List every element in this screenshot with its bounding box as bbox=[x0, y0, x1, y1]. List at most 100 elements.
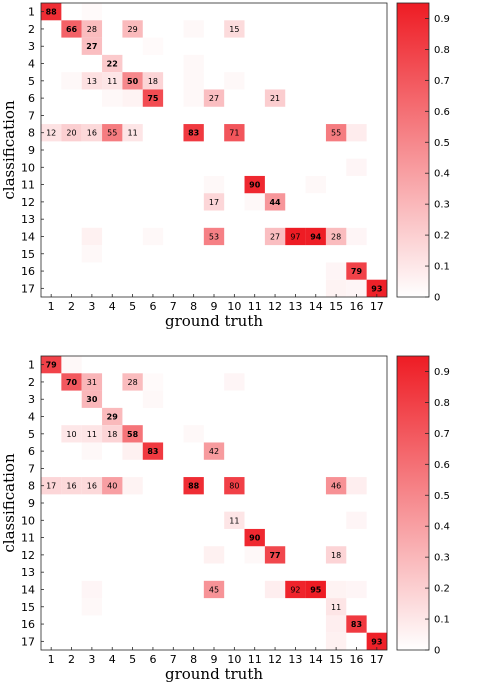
matrix-cell-faint bbox=[122, 477, 143, 495]
matrix-cell bbox=[102, 425, 123, 443]
matrix-cell bbox=[81, 124, 103, 142]
matrix-cell-faint bbox=[122, 442, 143, 460]
cell-value-label: 21 bbox=[270, 94, 280, 103]
x-tick-label: 16 bbox=[349, 300, 363, 313]
y-tick-label: 11 bbox=[21, 532, 35, 545]
cell-value-label: 90 bbox=[249, 181, 261, 190]
colorbar-tick-label: 0.3 bbox=[434, 200, 450, 211]
x-tick-label: 7 bbox=[170, 300, 177, 313]
x-axis-label: ground truth bbox=[165, 312, 263, 330]
y-tick-label: 3 bbox=[28, 393, 35, 406]
x-tick-label: 12 bbox=[268, 300, 282, 313]
matrix-cell-faint bbox=[81, 580, 103, 599]
y-tick-label: 8 bbox=[28, 480, 35, 493]
y-axis-label: classification bbox=[0, 100, 18, 200]
x-tick-label: 16 bbox=[349, 653, 363, 666]
cell-value-label: 18 bbox=[148, 77, 158, 86]
matrix-cell bbox=[285, 227, 306, 246]
matrix-cell bbox=[142, 442, 164, 460]
matrix-cell-faint bbox=[325, 615, 347, 633]
cell-value-label: 58 bbox=[127, 430, 139, 439]
x-tick-label: 15 bbox=[329, 300, 343, 313]
x-tick-label: 9 bbox=[211, 653, 218, 666]
colorbar-tick-label: 0.6 bbox=[434, 107, 450, 118]
matrix-cell-faint bbox=[346, 227, 367, 246]
colorbar-tick-label: 0.8 bbox=[434, 398, 450, 409]
y-tick-label: 9 bbox=[28, 497, 35, 510]
cell-value-label: 92 bbox=[290, 585, 300, 594]
matrix-cell bbox=[305, 580, 326, 599]
matrix-cell bbox=[102, 124, 123, 142]
matrix-cell-faint bbox=[183, 425, 204, 443]
cell-value-label: 93 bbox=[371, 637, 382, 646]
x-tick-label: 8 bbox=[190, 653, 197, 666]
matrix-cell bbox=[41, 356, 62, 374]
cell-value-label: 16 bbox=[87, 482, 97, 491]
matrix-cell-faint bbox=[122, 89, 143, 107]
matrix-cell bbox=[81, 373, 103, 391]
x-axis-label: ground truth bbox=[165, 665, 263, 683]
matrix-cell-faint bbox=[142, 37, 164, 55]
matrix-cell-faint bbox=[183, 89, 204, 107]
y-tick-label: 4 bbox=[28, 58, 35, 71]
matrix-cell-faint bbox=[346, 124, 367, 142]
y-tick-label: 7 bbox=[28, 462, 35, 475]
matrix-cell-faint bbox=[102, 89, 123, 107]
cell-value-label: 10 bbox=[66, 430, 76, 439]
x-tick-label: 10 bbox=[227, 300, 241, 313]
matrix-cell bbox=[81, 37, 103, 55]
cell-value-label: 80 bbox=[229, 482, 239, 491]
colorbar-tick-label: 0.6 bbox=[434, 460, 450, 471]
x-tick-label: 10 bbox=[227, 653, 241, 666]
matrix-cell-faint bbox=[183, 72, 204, 90]
y-tick-label: 16 bbox=[21, 265, 35, 278]
matrix-cell bbox=[325, 227, 347, 246]
y-tick-label: 2 bbox=[28, 23, 35, 36]
cell-value-label: 11 bbox=[107, 77, 117, 86]
cell-value-label: 22 bbox=[107, 60, 118, 69]
matrix-cell-faint bbox=[346, 580, 367, 599]
matrix-cell bbox=[183, 477, 204, 495]
x-tick-label: 12 bbox=[268, 653, 282, 666]
cell-value-label: 97 bbox=[290, 232, 300, 241]
matrix-cell-faint bbox=[346, 511, 367, 529]
x-tick-label: 4 bbox=[109, 653, 116, 666]
cell-value-label: 17 bbox=[46, 482, 56, 491]
matrix-cell-faint bbox=[264, 580, 286, 599]
y-tick-label: 15 bbox=[21, 601, 35, 614]
matrix-cell bbox=[244, 528, 265, 547]
matrix-cell-faint bbox=[224, 72, 245, 90]
matrix-cell bbox=[183, 124, 204, 142]
matrix-cell-faint bbox=[81, 3, 103, 21]
matrix-cell bbox=[224, 124, 245, 142]
cell-value-label: 77 bbox=[269, 551, 280, 560]
cell-value-label: 27 bbox=[86, 42, 97, 51]
cell-value-label: 40 bbox=[107, 482, 117, 491]
matrix-cell bbox=[224, 477, 245, 495]
x-tick-label: 6 bbox=[149, 653, 156, 666]
matrix-cell bbox=[61, 477, 82, 495]
matrix-cell bbox=[264, 89, 286, 107]
cell-value-label: 46 bbox=[331, 482, 341, 491]
y-tick-label: 16 bbox=[21, 618, 35, 631]
cell-value-label: 28 bbox=[87, 25, 97, 34]
x-tick-label: 5 bbox=[129, 653, 136, 666]
matrix-cell-faint bbox=[61, 72, 82, 90]
matrix-cell bbox=[203, 580, 225, 599]
matrix-cell bbox=[61, 124, 82, 142]
cell-value-label: 70 bbox=[66, 378, 78, 387]
matrix-cell-faint bbox=[142, 373, 164, 391]
cell-value-label: 11 bbox=[127, 129, 137, 138]
matrix-cell bbox=[224, 511, 245, 529]
matrix-cell bbox=[325, 124, 347, 142]
matrix-cell-faint bbox=[224, 373, 245, 391]
colorbar bbox=[396, 355, 430, 651]
y-tick-label: 17 bbox=[21, 635, 35, 648]
colorbar-tick-label: 0.1 bbox=[434, 262, 450, 273]
matrix-cell bbox=[41, 477, 62, 495]
matrix-cell bbox=[81, 425, 103, 443]
x-tick-label: 6 bbox=[149, 300, 156, 313]
x-tick-label: 7 bbox=[170, 653, 177, 666]
x-tick-label: 1 bbox=[48, 653, 55, 666]
